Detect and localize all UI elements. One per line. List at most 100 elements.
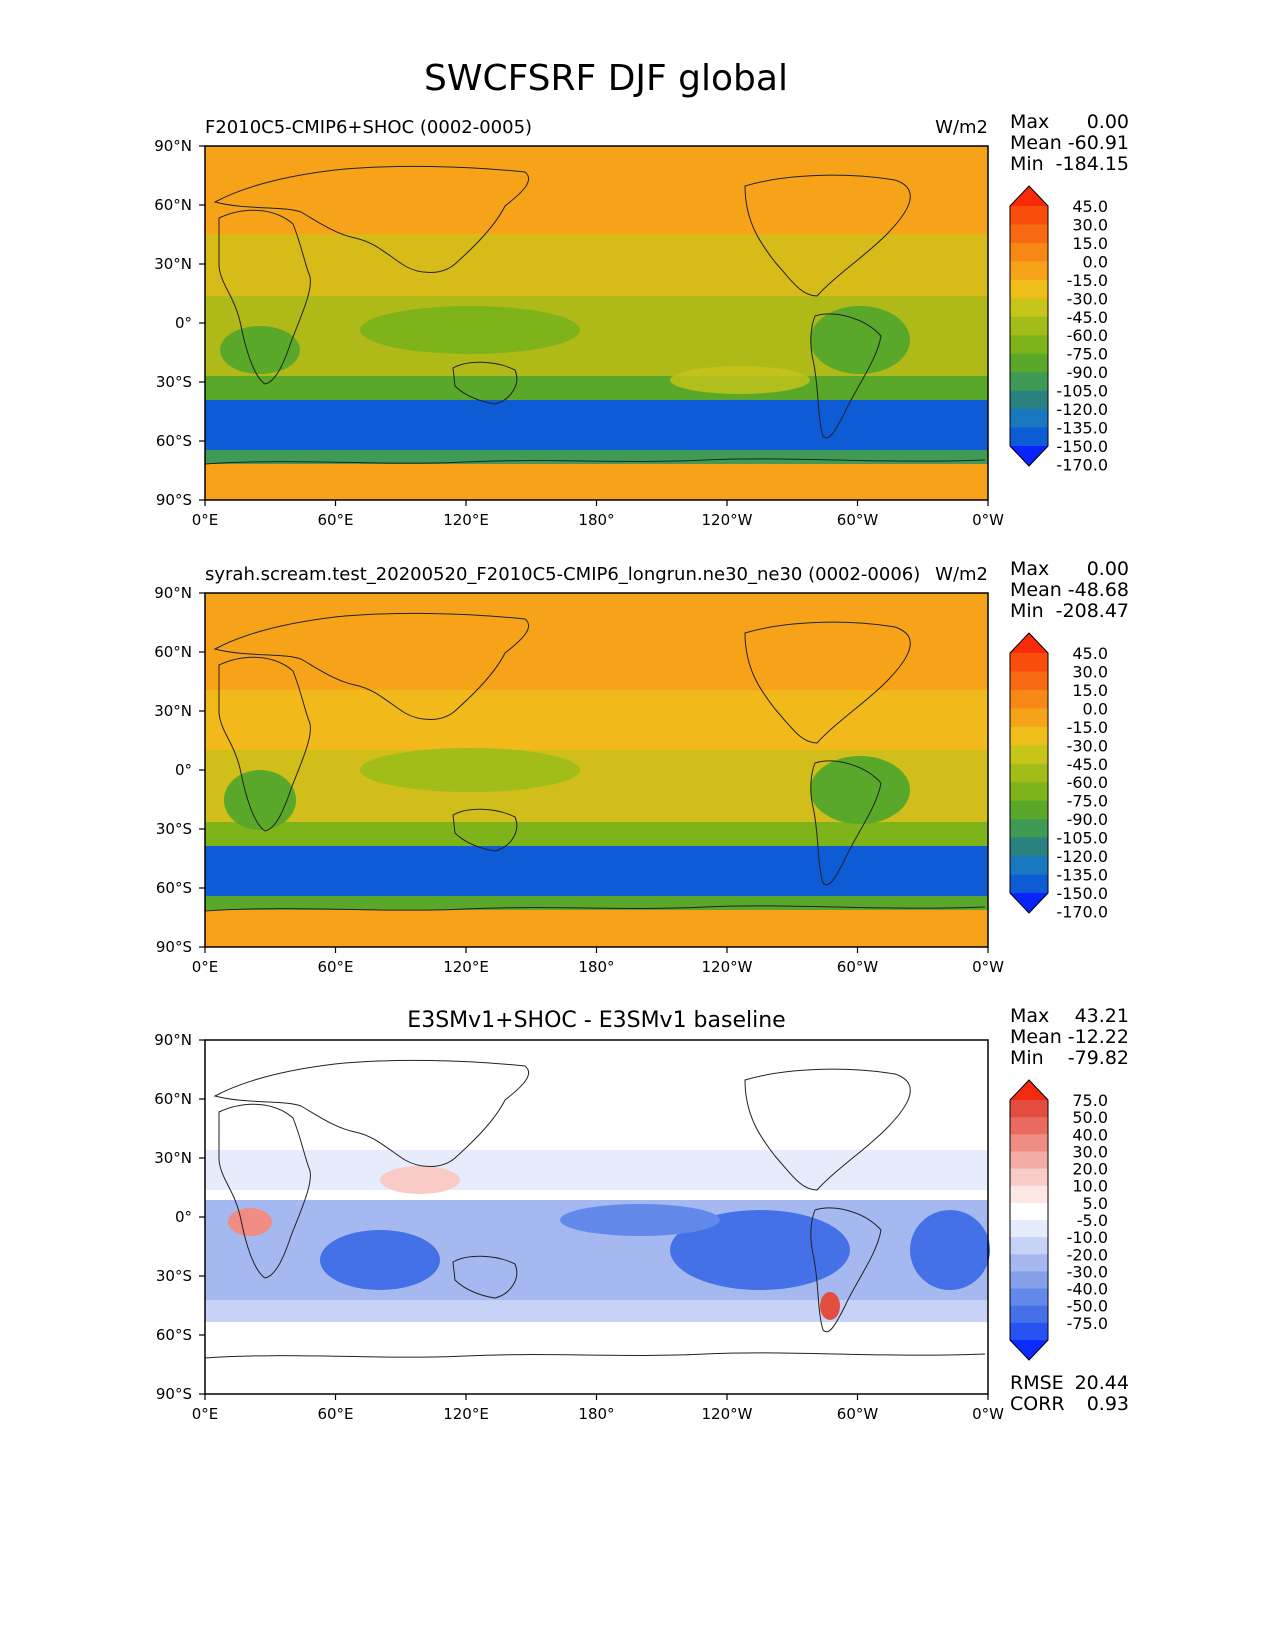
stat-mean-label: Mean xyxy=(1010,579,1062,601)
colorbar-segment xyxy=(1010,1202,1048,1221)
colorbar-segment xyxy=(1010,279,1048,299)
colorbar-segment xyxy=(1010,1100,1048,1118)
stat-max-value: 0.00 xyxy=(1087,558,1129,580)
y-tick-label: 30°N xyxy=(154,255,192,273)
band-southern-midlat xyxy=(205,1300,988,1322)
colorbar-segment xyxy=(1010,372,1048,392)
x-tick-label: 0°W xyxy=(972,958,1004,976)
x-tick-label: 60°W xyxy=(837,958,879,976)
colorbar-extend-max xyxy=(1010,633,1048,653)
colorbar-tick-label: 30.0 xyxy=(1072,1142,1108,1161)
colorbar-outline xyxy=(1009,1079,1049,1361)
x-tick-label: 120°E xyxy=(443,958,489,976)
blob-atlantic-south xyxy=(910,1210,990,1290)
colorbar-tick-label: 30.0 xyxy=(1072,662,1108,681)
panel-reference-units: W/m2 xyxy=(935,564,988,585)
colorbar-tick-label: -15.0 xyxy=(1067,271,1108,290)
stat-mean-value: -12.22 xyxy=(1068,1026,1129,1048)
y-tick-label: 90°N xyxy=(154,584,192,602)
y-tick-label: 30°S xyxy=(156,820,192,838)
colorbar-tick-label: -120.0 xyxy=(1056,400,1108,419)
stat-mean-label: Mean xyxy=(1010,132,1062,154)
x-tick-label: 0°E xyxy=(192,958,219,976)
colorbar-tick-label: 15.0 xyxy=(1072,681,1108,700)
axis-ticks xyxy=(199,1039,989,1400)
colorbar-tick-label: -75.0 xyxy=(1067,345,1108,364)
blob-warm-asia xyxy=(380,1166,460,1194)
colorbar-tick-label: -5.0 xyxy=(1077,1211,1108,1230)
colorbar-tick-label: -60.0 xyxy=(1067,773,1108,792)
panel-reference: syrah.scream.test_20200520_F2010C5-CMIP6… xyxy=(154,558,1129,976)
colorbar-segment xyxy=(1010,316,1048,336)
x-tick-label: 120°E xyxy=(443,511,489,529)
colorbar-segment xyxy=(1010,1305,1048,1324)
blob-southeast-pacific xyxy=(670,1210,850,1290)
colorbar-tick-label: 0.0 xyxy=(1083,252,1108,271)
colorbar-segment xyxy=(1010,1117,1048,1135)
colorbar-outline xyxy=(1009,185,1049,467)
blob-pacific-warm xyxy=(360,306,580,354)
y-tick-label: 90°N xyxy=(154,137,192,155)
colorbar-tick-label: -50.0 xyxy=(1067,1297,1108,1316)
x-tick-label: 60°E xyxy=(317,511,353,529)
colorbar-tick-label: -170.0 xyxy=(1056,455,1108,474)
x-tick-label: 120°E xyxy=(443,1405,489,1423)
colorbar-segment xyxy=(1010,390,1048,410)
colorbar-tick-label: 50.0 xyxy=(1072,1108,1108,1127)
stat-max-value: 0.00 xyxy=(1087,111,1129,133)
blob-indian-ocean xyxy=(320,1230,440,1290)
stat-mean-value: -48.68 xyxy=(1068,579,1129,601)
stat-max-label: Max xyxy=(1010,111,1049,133)
colorbar-segment xyxy=(1010,1168,1048,1187)
colorbar-segment xyxy=(1010,819,1048,839)
colorbar-tick-label: -90.0 xyxy=(1067,363,1108,382)
colorbar-tick-label: 30.0 xyxy=(1072,215,1108,234)
stat-mean-label: Mean xyxy=(1010,1026,1062,1048)
x-tick-label: 60°W xyxy=(837,1405,879,1423)
colorbar-test: 45.030.015.00.0-15.0-30.0-45.0-60.0-75.0… xyxy=(1009,185,1108,474)
colorbar-extend-min xyxy=(1010,446,1048,466)
panel-test-units: W/m2 xyxy=(935,117,988,138)
colorbar-tick-label: -30.0 xyxy=(1067,289,1108,308)
colorbar-segment xyxy=(1010,206,1048,225)
blob-africa xyxy=(220,326,300,374)
rmse-label: RMSE xyxy=(1010,1372,1064,1394)
colorbar-extend-max xyxy=(1010,186,1048,206)
x-tick-label: 120°W xyxy=(702,1405,753,1423)
colorbar-segment xyxy=(1010,1220,1048,1238)
colorbar-tick-label: -60.0 xyxy=(1067,326,1108,345)
y-tick-label: 60°N xyxy=(154,196,192,214)
colorbar-segment xyxy=(1010,837,1048,857)
colorbar-segment xyxy=(1010,653,1048,672)
axis-ticks xyxy=(199,592,989,953)
colorbar-segment xyxy=(1010,224,1048,244)
colorbar-segment xyxy=(1010,763,1048,783)
y-tick-label: 60°S xyxy=(156,879,192,897)
colorbar-segment xyxy=(1010,335,1048,355)
axis-ticks xyxy=(199,145,989,506)
colorbar-segment xyxy=(1010,671,1048,691)
colorbar-segment xyxy=(1010,427,1048,447)
panel-difference: E3SMv1+SHOC - E3SMv1 baseline xyxy=(154,1005,1129,1423)
colorbar-segment xyxy=(1010,874,1048,894)
y-tick-label: 30°N xyxy=(154,1149,192,1167)
colorbar-tick-label: 40.0 xyxy=(1072,1125,1108,1144)
colorbar-tick-label: 5.0 xyxy=(1083,1194,1108,1213)
x-tick-label: 180° xyxy=(578,1405,614,1423)
y-tick-label: 90°N xyxy=(154,1031,192,1049)
colorbar-segment xyxy=(1010,726,1048,746)
stat-min-label: Min xyxy=(1010,1047,1044,1069)
colorbar-segment xyxy=(1010,1237,1048,1255)
band-southern-ocean xyxy=(205,400,988,450)
panel-difference-title: E3SMv1+SHOC - E3SMv1 baseline xyxy=(407,1008,785,1033)
y-tick-label: 30°S xyxy=(156,373,192,391)
stat-max-label: Max xyxy=(1010,558,1049,580)
colorbar-tick-label: 15.0 xyxy=(1072,234,1108,253)
blob-amazon xyxy=(810,756,910,824)
colorbar-tick-label: 75.0 xyxy=(1072,1091,1108,1110)
y-tick-label: 90°S xyxy=(156,491,192,509)
colorbar-segment xyxy=(1010,856,1048,876)
colorbar-tick-label: 45.0 xyxy=(1072,644,1108,663)
colorbar-outline xyxy=(1009,632,1049,914)
colorbar-segment xyxy=(1010,782,1048,802)
